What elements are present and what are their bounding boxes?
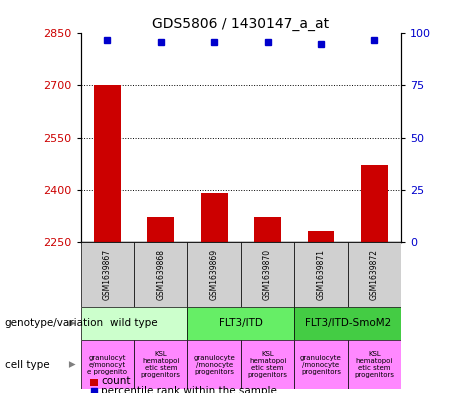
Text: FLT3/ITD: FLT3/ITD [219,318,263,328]
Bar [134,242,188,307]
Text: GSM1639868: GSM1639868 [156,249,165,299]
Bar [294,242,348,307]
Text: KSL
hematopoi
etic stem
progenitors: KSL hematopoi etic stem progenitors [248,351,288,378]
Text: GSM1639872: GSM1639872 [370,249,379,299]
Text: percentile rank within the sample: percentile rank within the sample [101,386,278,393]
Bar [348,340,401,389]
Bar [90,379,98,386]
Text: KSL
hematopoi
etic stem
progenitors: KSL hematopoi etic stem progenitors [355,351,394,378]
Text: granulocyte
/monocyte
progenitors: granulocyte /monocyte progenitors [300,354,342,375]
Bar [94,85,121,242]
Text: GSM1639869: GSM1639869 [210,248,219,300]
Text: granulocyte
/monocyte
progenitors: granulocyte /monocyte progenitors [193,354,235,375]
Text: GSM1639870: GSM1639870 [263,248,272,300]
Bar [81,340,134,389]
Bar [241,242,294,307]
Text: count: count [101,376,131,386]
Bar [361,165,388,242]
Text: granulocyt
e/monocyt
e progenito: granulocyt e/monocyt e progenito [88,354,127,375]
Bar [188,307,294,340]
Text: GSM1639867: GSM1639867 [103,248,112,300]
Text: KSL
hematopoi
etic stem
progenitors: KSL hematopoi etic stem progenitors [141,351,181,378]
Text: FLT3/ITD-SmoM2: FLT3/ITD-SmoM2 [305,318,391,328]
Bar [81,242,134,307]
Bar [294,340,348,389]
Bar [188,340,241,389]
Bar [348,242,401,307]
Title: GDS5806 / 1430147_a_at: GDS5806 / 1430147_a_at [152,17,330,31]
Bar [148,217,174,242]
Bar [201,193,228,242]
Text: genotype/variation: genotype/variation [5,318,104,328]
Text: wild type: wild type [110,318,158,328]
Bar [254,217,281,242]
Bar [241,340,294,389]
Text: cell type: cell type [5,360,49,369]
Bar [188,242,241,307]
Bar [81,307,188,340]
Bar [134,340,188,389]
Text: GSM1639871: GSM1639871 [316,249,325,299]
Bar [307,231,334,242]
Bar [294,307,401,340]
